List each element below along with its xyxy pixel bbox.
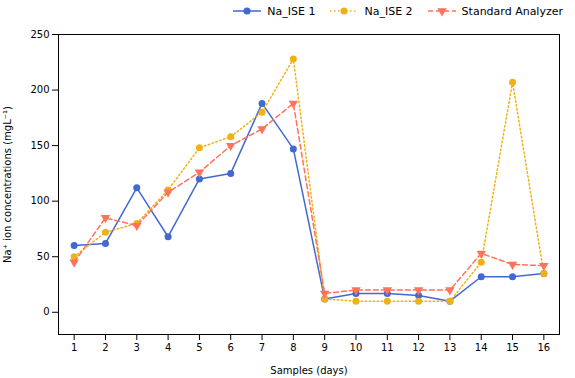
svg-text:7: 7 [259, 342, 265, 353]
svg-text:Na⁺ ion concentrations (mgL⁻¹): Na⁺ ion concentrations (mgL⁻¹) [2, 106, 13, 263]
svg-text:9: 9 [321, 342, 327, 353]
svg-text:150: 150 [30, 140, 49, 151]
svg-text:200: 200 [30, 84, 49, 95]
html-text:Na_ISE 1: Na_ISE 1 [267, 4, 316, 18]
html-text:Na_ISE 2: Na_ISE 2 [364, 4, 413, 18]
svg-text:6: 6 [228, 342, 234, 353]
svg-text:5: 5 [196, 342, 202, 353]
html-text:Standard Analyzer: Standard Analyzer [461, 4, 563, 18]
svg-text:1: 1 [71, 342, 77, 353]
svg-text:50: 50 [37, 251, 50, 262]
svg-text:3: 3 [134, 342, 140, 353]
svg-text:4: 4 [165, 342, 171, 353]
svg-text:8: 8 [290, 342, 296, 353]
svg-text:15: 15 [506, 342, 519, 353]
svg-text:11: 11 [381, 342, 394, 353]
svg-text:14: 14 [475, 342, 488, 353]
svg-text:Samples (days): Samples (days) [270, 365, 347, 376]
svg-text:250: 250 [30, 29, 49, 40]
svg-text:0: 0 [43, 306, 49, 317]
svg-text:12: 12 [412, 342, 425, 353]
svg-text:10: 10 [350, 342, 363, 353]
svg-text:100: 100 [30, 195, 49, 206]
svg-text:13: 13 [444, 342, 457, 353]
svg-text:16: 16 [537, 342, 550, 353]
svg-text:2: 2 [102, 342, 108, 353]
